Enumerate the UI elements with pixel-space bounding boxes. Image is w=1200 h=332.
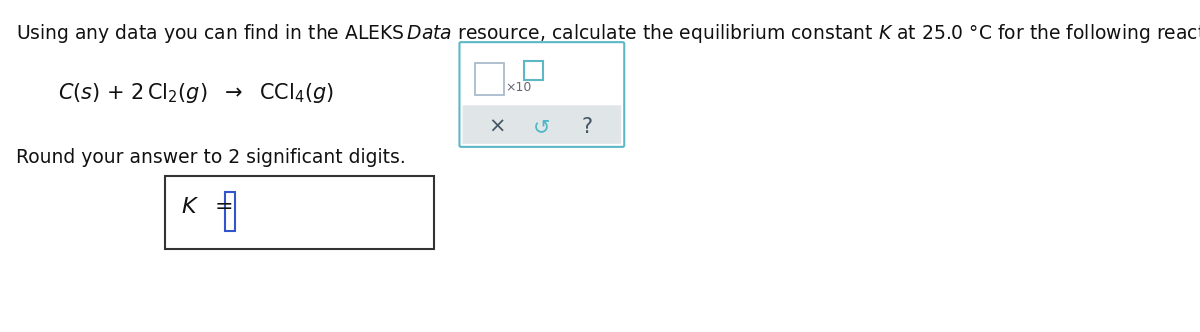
FancyBboxPatch shape [475,63,504,95]
Text: ×10: ×10 [505,81,532,94]
FancyBboxPatch shape [524,61,542,80]
FancyBboxPatch shape [224,193,235,231]
Text: ?: ? [582,117,593,137]
Text: Round your answer to 2 significant digits.: Round your answer to 2 significant digit… [16,148,406,167]
FancyBboxPatch shape [164,176,434,249]
Text: $\mathit{K}$  $=$: $\mathit{K}$ $=$ [181,197,233,217]
Text: Using any data you can find in the ALEKS $\!\mathit{Data}$ resource, calculate t: Using any data you can find in the ALEKS… [16,22,1200,44]
Text: $\mathit{C}$($\mathit{s}$) + 2$\,$Cl$_2$($\mathit{g}$)  $\rightarrow$  CCl$_4$($: $\mathit{C}$($\mathit{s}$) + 2$\,$Cl$_2$… [58,81,334,105]
Text: ×: × [488,117,505,137]
Text: ↺: ↺ [533,117,551,137]
FancyBboxPatch shape [460,42,624,147]
FancyBboxPatch shape [462,105,622,144]
